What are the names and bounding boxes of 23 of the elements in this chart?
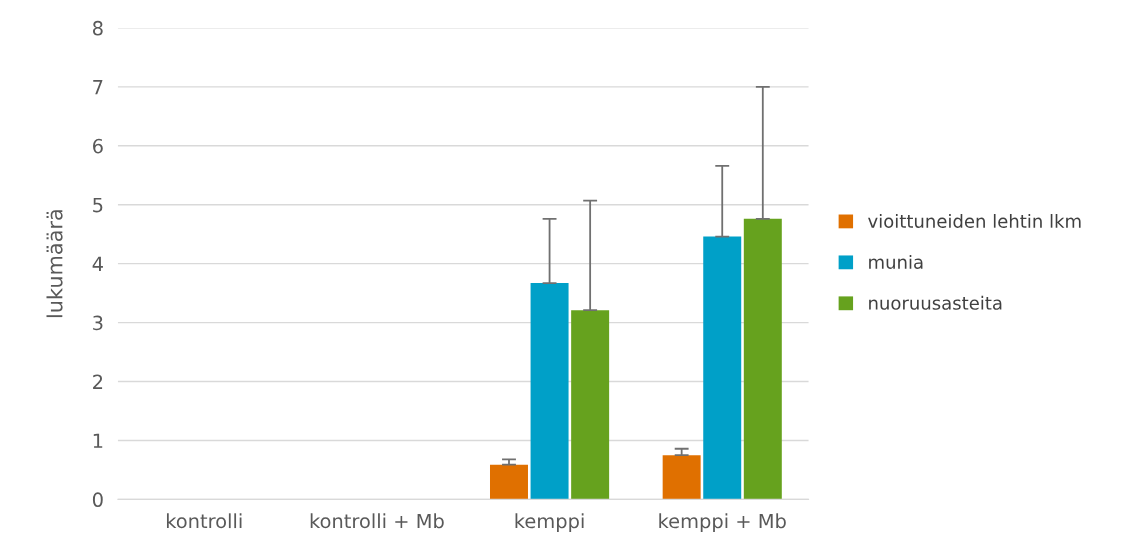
y-tick-label: 1 <box>93 433 103 448</box>
legend-label: munia <box>869 254 923 269</box>
x-tick-label: kontrolli + Mb <box>310 513 444 529</box>
y-tick-label: 2 <box>93 374 103 389</box>
y-tick-label: 7 <box>93 80 103 95</box>
y-tick-label: 3 <box>93 315 103 331</box>
y-tick-label: 8 <box>92 20 103 36</box>
bar <box>490 464 528 500</box>
bar <box>571 310 610 500</box>
x-tick-label: kontrolli <box>166 513 242 529</box>
legend-label: vioittuneiden lehtin lkm <box>868 213 1081 228</box>
legend-label: nuoruusasteita <box>869 295 1002 310</box>
y-tick-label: 4 <box>92 256 103 272</box>
x-tick-label: kemppi + Mb <box>659 513 786 533</box>
y-tick-label: 0 <box>92 492 103 508</box>
bar <box>743 218 782 500</box>
x-tick-label: kemppi <box>515 513 584 533</box>
y-axis-title: lukumäärä <box>46 210 63 318</box>
y-tick-label: 6 <box>93 138 103 154</box>
y-tick-label: 5 <box>93 197 103 213</box>
bar <box>530 283 569 500</box>
bar <box>662 455 701 500</box>
bar <box>703 236 742 500</box>
